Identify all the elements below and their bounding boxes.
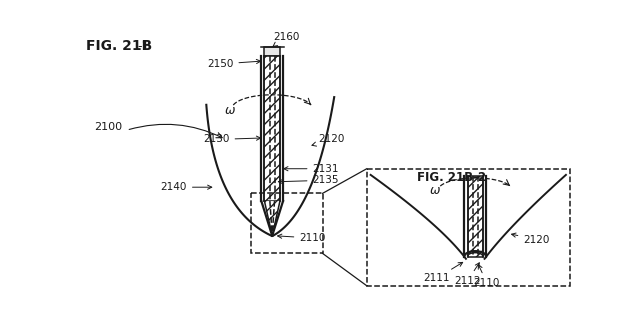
- Text: FIG. 21B: FIG. 21B: [86, 39, 152, 53]
- Text: 2150: 2150: [207, 59, 260, 69]
- Bar: [250, 194, 323, 254]
- Text: 2120: 2120: [511, 233, 550, 245]
- Bar: [264, 56, 280, 201]
- Bar: [264, 56, 280, 201]
- Text: 2140: 2140: [161, 182, 212, 192]
- Text: 2110: 2110: [278, 233, 326, 243]
- Bar: [467, 176, 483, 256]
- Text: 2110: 2110: [474, 265, 500, 288]
- Text: 2131: 2131: [284, 164, 339, 174]
- Polygon shape: [264, 201, 280, 236]
- Bar: [264, 47, 280, 56]
- Text: $\omega$: $\omega$: [224, 104, 236, 117]
- Text: FIG. 21B-2: FIG. 21B-2: [417, 171, 486, 184]
- Text: 2111: 2111: [423, 262, 463, 283]
- Text: 2130: 2130: [204, 134, 260, 144]
- Text: -1: -1: [138, 40, 150, 53]
- Text: 2160: 2160: [273, 32, 300, 47]
- Text: 2120: 2120: [312, 134, 345, 146]
- Text: 2100: 2100: [94, 122, 122, 132]
- Bar: [467, 176, 483, 256]
- Text: $\omega$: $\omega$: [429, 184, 441, 197]
- Text: 2112: 2112: [454, 263, 481, 286]
- Bar: [367, 169, 570, 286]
- Text: 2135: 2135: [278, 175, 339, 185]
